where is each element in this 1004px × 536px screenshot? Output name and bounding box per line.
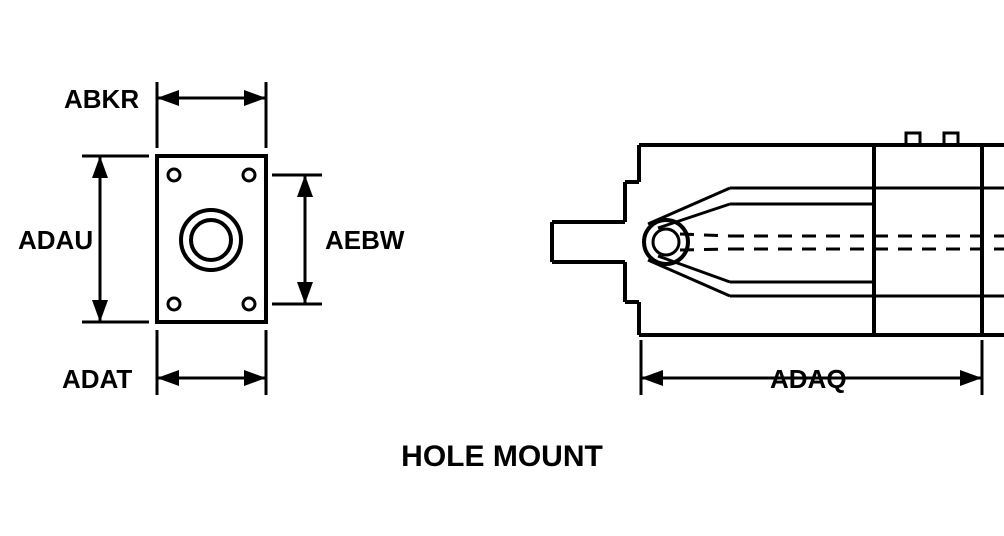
arrow-head bbox=[297, 175, 313, 197]
mount-hole bbox=[243, 169, 255, 181]
arrow-head bbox=[244, 90, 266, 106]
label-abkr: ABKR bbox=[64, 84, 139, 115]
arrow-head bbox=[157, 370, 179, 386]
arrow-head bbox=[92, 300, 108, 322]
center-bore-inner bbox=[191, 220, 231, 260]
mount-hole bbox=[168, 298, 180, 310]
arrow-head bbox=[92, 156, 108, 178]
arrow-head bbox=[960, 370, 982, 386]
arrow-head bbox=[244, 370, 266, 386]
arrow-head bbox=[641, 370, 663, 386]
label-adau: ADAU bbox=[18, 225, 93, 256]
lead-wire-hidden bbox=[680, 234, 730, 236]
mount-hole bbox=[243, 298, 255, 310]
mount-hole bbox=[168, 169, 180, 181]
arrow-head bbox=[157, 90, 179, 106]
label-adaq: ADAQ bbox=[770, 364, 847, 395]
arrow-head bbox=[297, 282, 313, 304]
label-adat: ADAT bbox=[62, 364, 132, 395]
lead-wire-hidden bbox=[680, 249, 730, 250]
label-aebw: AEBW bbox=[325, 225, 404, 256]
diagram-title: HOLE MOUNT bbox=[0, 440, 1004, 474]
